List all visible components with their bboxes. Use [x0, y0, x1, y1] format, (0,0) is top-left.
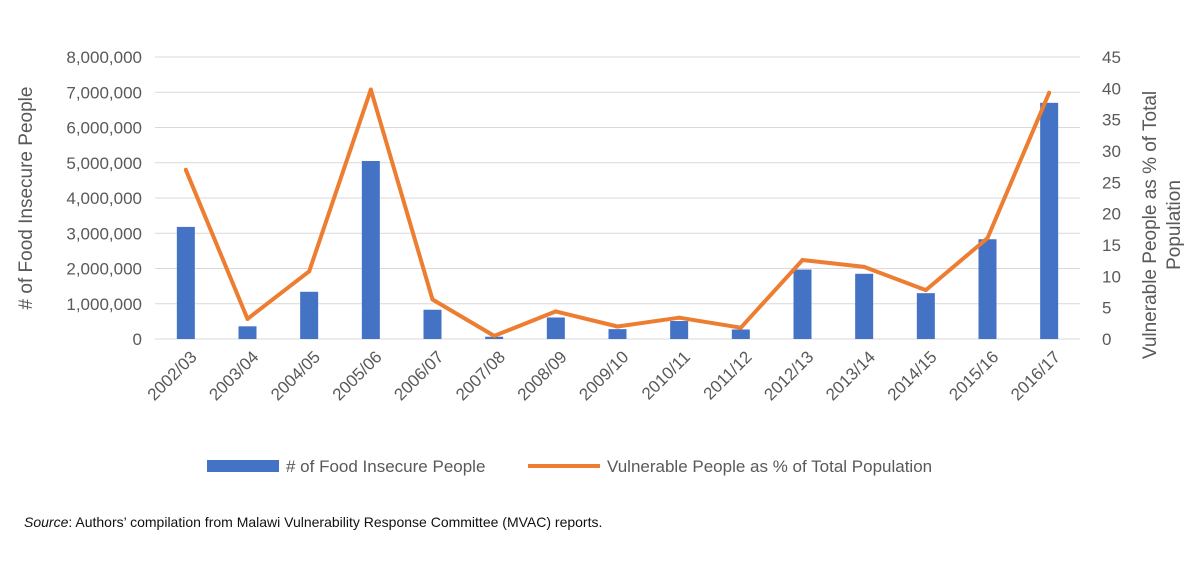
bar [239, 326, 257, 339]
right-tick-label: 0 [1102, 330, 1111, 349]
x-tick-label: 2008/09 [514, 347, 571, 404]
right-tick-label: 30 [1102, 142, 1121, 161]
left-axis-title: # of Food Insecure People [16, 87, 37, 310]
legend-swatch-bars [207, 460, 279, 472]
left-tick-label: 7,000,000 [66, 83, 142, 102]
x-tick-label: 2011/12 [700, 347, 756, 403]
line-point [492, 334, 496, 338]
left-tick-label: 4,000,000 [66, 189, 142, 208]
x-tick-label: 2009/10 [575, 347, 632, 404]
legend-label-bars: # of Food Insecure People [286, 457, 485, 476]
line-point [862, 265, 866, 269]
line-point [739, 326, 743, 330]
left-tick-label: 0 [133, 330, 142, 349]
source-label: Source [24, 514, 68, 530]
x-tick-label: 2010/11 [638, 347, 694, 403]
line-point [184, 168, 188, 172]
bar [362, 161, 380, 339]
bar [732, 329, 750, 339]
left-tick-label: 2,000,000 [66, 260, 142, 279]
line-point [369, 88, 373, 92]
bar [670, 321, 688, 339]
source-note: Source: Authors’ compilation from Malawi… [24, 514, 602, 530]
bar [609, 329, 627, 339]
right-tick-label: 10 [1102, 267, 1121, 286]
line-point [677, 316, 681, 320]
left-axis-ticks: 0 1,000,000 2,000,000 3,000,000 4,000,000 5,0… [66, 48, 142, 349]
x-tick-label: 2014/15 [884, 347, 941, 404]
x-tick-label: 2002/03 [144, 347, 201, 404]
line-point [246, 317, 250, 321]
bar [300, 292, 318, 339]
bar [855, 274, 873, 339]
line-point [924, 288, 928, 292]
right-tick-label: 35 [1102, 111, 1121, 130]
bar [547, 317, 565, 339]
left-tick-label: 3,000,000 [66, 224, 142, 243]
right-tick-label: 15 [1102, 236, 1121, 255]
right-axis-title: Vulnerable People as % of Total Populatio… [1140, 91, 1185, 359]
left-tick-label: 8,000,000 [66, 48, 142, 67]
x-tick-label: 2013/14 [822, 347, 879, 404]
line-point [616, 324, 620, 328]
left-tick-label: 6,000,000 [66, 119, 142, 138]
left-tick-label: 5,000,000 [66, 154, 142, 173]
line-point [554, 309, 558, 313]
right-tick-label: 5 [1102, 299, 1111, 318]
source-text: : Authors’ compilation from Malawi Vulne… [68, 514, 602, 530]
x-tick-label: 2004/05 [267, 347, 324, 404]
x-tick-label: 2005/06 [329, 347, 386, 404]
line-point [801, 258, 805, 262]
right-tick-label: 40 [1102, 79, 1121, 98]
line-point [431, 298, 435, 302]
x-tick-label: 2012/13 [760, 347, 817, 404]
combo-chart: 0 1,000,000 2,000,000 3,000,000 4,000,000 5,0… [0, 0, 1200, 562]
legend-label-line: Vulnerable People as % of Total Populati… [607, 457, 932, 476]
right-axis-ticks: 0 5 10 15 20 25 30 35 40 45 [1102, 48, 1121, 349]
right-axis-title-line: Population [1164, 180, 1185, 270]
line-point [1047, 91, 1051, 95]
x-tick-label: 2006/07 [390, 347, 447, 404]
x-axis-ticks: 2002/03 2003/04 2004/05 2005/06 2006/07 2007/… [144, 347, 1064, 404]
bar [1040, 103, 1058, 339]
x-tick-label: 2015/16 [945, 347, 1002, 404]
x-tick-label: 2016/17 [1007, 347, 1064, 404]
x-tick-label: 2007/08 [452, 347, 509, 404]
right-tick-label: 20 [1102, 205, 1121, 224]
left-tick-label: 1,000,000 [66, 295, 142, 314]
right-tick-label: 45 [1102, 48, 1121, 67]
line-point [986, 236, 990, 240]
right-tick-label: 25 [1102, 173, 1121, 192]
bar [424, 310, 442, 339]
legend: # of Food Insecure People Vulnerable Peo… [207, 457, 932, 476]
bar [917, 293, 935, 339]
x-tick-label: 2003/04 [205, 347, 262, 404]
bar [177, 227, 195, 339]
right-axis-title-line: Vulnerable People as % of Total [1140, 91, 1161, 359]
line-point [307, 269, 311, 273]
bar [979, 239, 997, 339]
bar [794, 270, 812, 339]
gridlines [155, 57, 1080, 339]
